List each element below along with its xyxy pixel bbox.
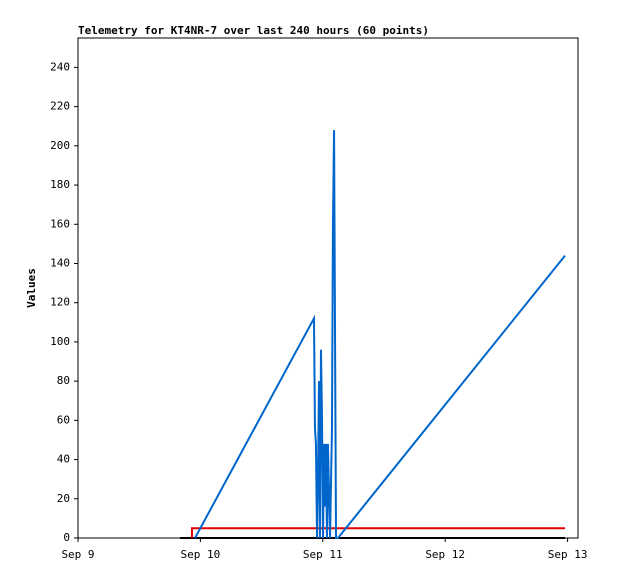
y-tick-label: 60 (57, 413, 70, 426)
chart-title: Telemetry for KT4NR-7 over last 240 hour… (78, 24, 429, 37)
x-tick-label: Sep 11 (303, 548, 343, 561)
x-tick-label: Sep 9 (61, 548, 94, 561)
series-line (190, 527, 566, 538)
y-tick-label: 20 (57, 492, 70, 505)
y-tick-label: 180 (50, 178, 70, 191)
y-tick-label: 120 (50, 296, 70, 309)
x-tick-label: Sep 10 (181, 548, 221, 561)
series-line (194, 130, 566, 539)
y-tick-label: 160 (50, 217, 70, 230)
y-tick-label: 200 (50, 139, 70, 152)
y-tick-label: 40 (57, 453, 70, 466)
y-axis-label: Values (25, 268, 38, 308)
y-tick-label: 100 (50, 335, 70, 348)
y-tick-label: 0 (63, 531, 70, 544)
x-tick-label: Sep 13 (548, 548, 588, 561)
y-tick-label: 140 (50, 256, 70, 269)
y-tick-label: 240 (50, 60, 70, 73)
x-tick-label: Sep 12 (425, 548, 465, 561)
y-tick-label: 220 (50, 100, 70, 113)
y-tick-label: 80 (57, 374, 70, 387)
